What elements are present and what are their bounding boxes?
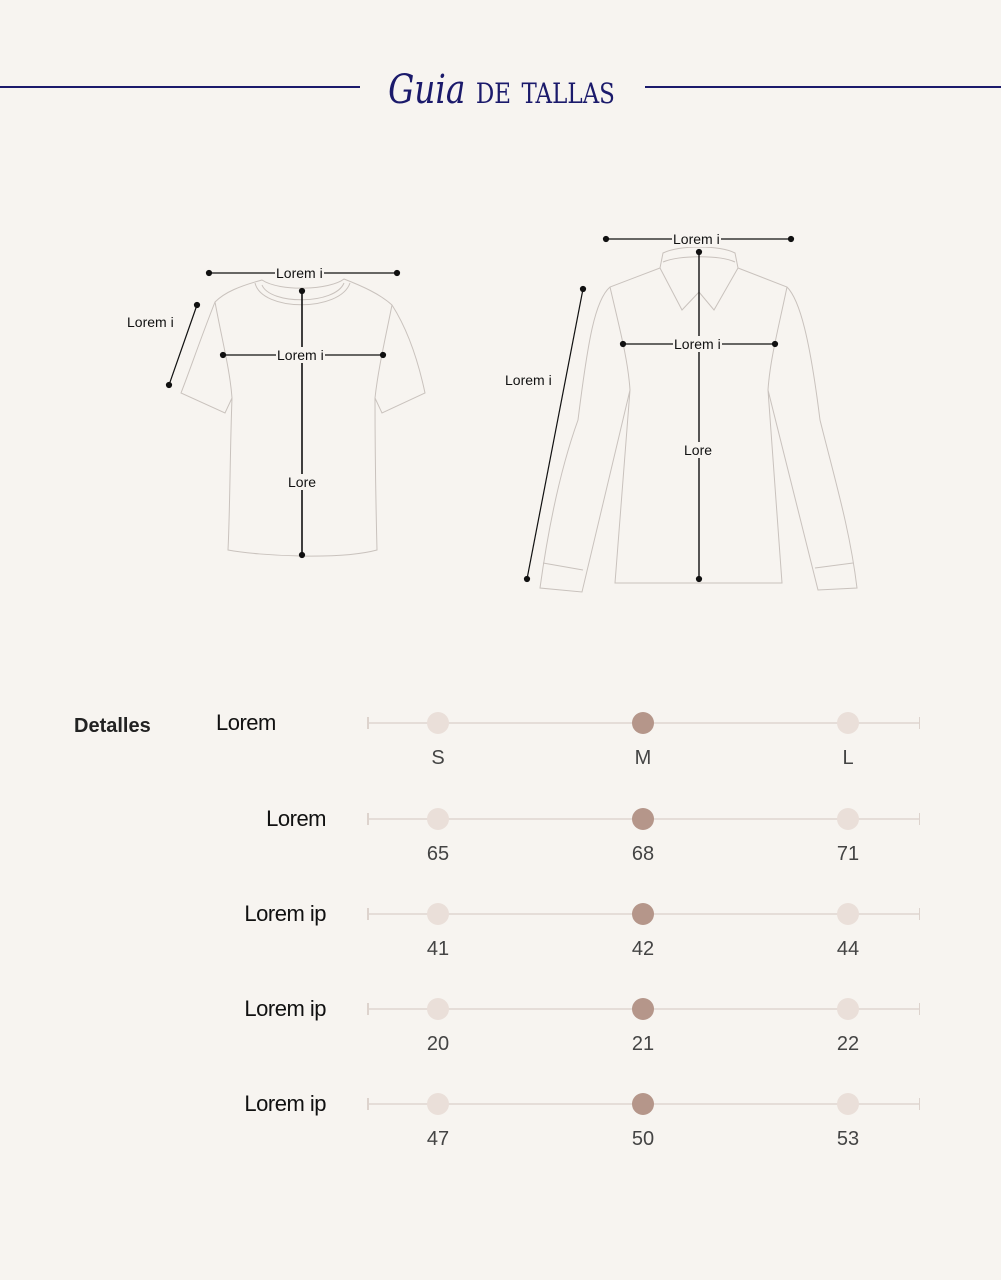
shirt-shoulder-label: Lorem i (672, 231, 721, 247)
tshirt-chest-label: Lorem i (276, 347, 325, 363)
size-option[interactable] (837, 998, 859, 1020)
tshirt-measure-lines (165, 269, 401, 559)
size-value: 68 (631, 843, 655, 865)
size-option-selected[interactable] (632, 903, 654, 925)
size-option[interactable] (427, 1093, 449, 1115)
size-value: L (842, 747, 854, 769)
size-value: 41 (426, 938, 450, 960)
title-rest: de tallas (475, 67, 615, 113)
size-value: 21 (631, 1033, 655, 1055)
title-rule-right (645, 86, 1001, 88)
tshirt-length-label: Lore (287, 474, 318, 490)
details-heading: Detalles (74, 715, 151, 737)
size-value: S (431, 747, 445, 769)
shirt-chest-label: Lorem i (673, 336, 722, 352)
size-value: 50 (631, 1128, 655, 1150)
size-option[interactable] (837, 903, 859, 925)
tshirt-sleeve-label: Lorem i (126, 314, 175, 330)
row-label: Lorem ip (244, 901, 326, 926)
size-option[interactable] (427, 998, 449, 1020)
size-option[interactable] (837, 808, 859, 830)
size-option[interactable] (427, 903, 449, 925)
size-value: 65 (426, 843, 450, 865)
tshirt-shoulder-label: Lorem i (275, 265, 324, 281)
title-rule-left (0, 86, 360, 88)
size-value: 53 (836, 1128, 860, 1150)
title-first-word: Guia (388, 67, 466, 113)
size-value: 47 (426, 1128, 450, 1150)
shirt-measure-lines (523, 235, 795, 583)
size-value: 71 (836, 843, 860, 865)
page-title: Guia de tallas (377, 62, 626, 118)
garment-diagrams (165, 235, 858, 593)
row-label: Lorem ip (244, 996, 326, 1021)
size-value: 20 (426, 1033, 450, 1055)
size-value: M (634, 747, 652, 769)
size-value: 22 (836, 1033, 860, 1055)
size-option[interactable] (837, 712, 859, 734)
size-option-selected[interactable] (632, 998, 654, 1020)
size-option[interactable] (427, 808, 449, 830)
size-option-selected[interactable] (632, 712, 654, 734)
tshirt-drawing (180, 278, 426, 557)
size-value: 42 (631, 938, 655, 960)
size-value: 44 (836, 938, 860, 960)
size-option-selected[interactable] (632, 1093, 654, 1115)
row-label: Lorem (216, 710, 276, 735)
size-option[interactable] (427, 712, 449, 734)
row-label: Lorem (266, 806, 326, 831)
shirt-sleeve-label: Lorem i (504, 372, 553, 388)
row-label: Lorem ip (244, 1091, 326, 1116)
size-option[interactable] (837, 1093, 859, 1115)
size-option-selected[interactable] (632, 808, 654, 830)
shirt-length-label: Lore (683, 442, 714, 458)
